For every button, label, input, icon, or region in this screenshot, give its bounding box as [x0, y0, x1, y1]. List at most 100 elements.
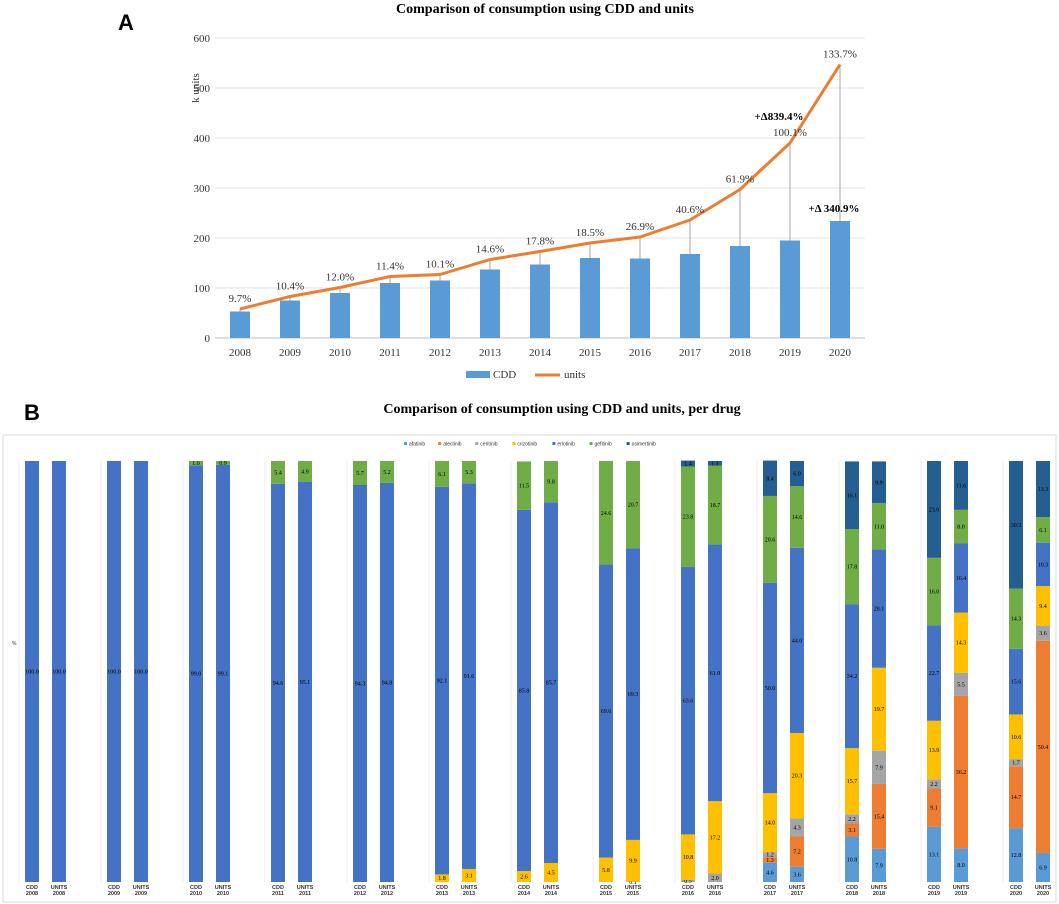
delta-label-2019: +Δ839.4% [755, 111, 804, 123]
chart-a-ylabel: k units [190, 73, 202, 103]
segment-value-label: 5.7 [356, 471, 364, 477]
segment-afatinib [845, 836, 859, 882]
segment-value-label: 14.6 [792, 515, 803, 521]
bar-type-label: UNITS [789, 885, 806, 891]
bar-type-label: UNITS [1035, 885, 1052, 891]
bar-year-label: 2012 [354, 891, 366, 897]
bar-year-label: 2019 [928, 891, 940, 897]
bar-year-label: 2010 [217, 891, 229, 897]
segment-afatinib [954, 848, 968, 882]
segment-ceritinib [763, 852, 777, 858]
segment-value-label: 11.5 [519, 484, 529, 490]
segment-value-label: 18.7 [710, 503, 721, 509]
segment-crizotinib [517, 871, 531, 882]
segment-ceritinib [681, 879, 695, 882]
segment-value-label: 5.5 [957, 682, 965, 688]
segment-value-label: 10.3 [1038, 562, 1049, 568]
segment-crizotinib [872, 667, 886, 751]
segment-osimertinib [763, 460, 777, 496]
segment-crizotinib [1036, 586, 1050, 626]
segment-ceritinib [1036, 625, 1050, 641]
percent-label: 12.0% [326, 272, 354, 284]
legend-label-cdd: CDD [493, 369, 516, 381]
segment-value-label: 30.3 [1011, 523, 1022, 529]
segment-gefitinib [544, 461, 558, 503]
cdd-bar [730, 246, 750, 338]
segment-value-label: 9.9 [875, 480, 883, 486]
segment-crizotinib [1009, 714, 1023, 760]
legend-swatch-crizotinib [512, 442, 516, 445]
segment-value-label: 6.9 [1039, 865, 1047, 871]
bar-type-label: UNITS [133, 885, 150, 891]
segment-value-label: 13.9 [929, 748, 940, 754]
x-tick-label: 2019 [779, 347, 802, 359]
segment-erlotinib [790, 547, 804, 733]
segment-value-label: 0.9 [219, 461, 227, 467]
segment-ceritinib [927, 779, 941, 789]
segment-value-label: 69.6 [601, 709, 612, 715]
bar-type-label: UNITS [871, 885, 888, 891]
segment-value-label: 1.4 [684, 462, 692, 468]
segment-ceritinib [872, 750, 886, 784]
segment-osimertinib [708, 461, 722, 466]
bar-year-label: 2014 [545, 891, 558, 897]
segment-value-label: 10.8 [683, 855, 694, 861]
bar-type-label: CDD [26, 885, 38, 891]
segment-value-label: 8.4 [766, 476, 774, 482]
y-tick-label: 500 [194, 83, 211, 95]
segment-erlotinib [681, 566, 695, 835]
segment-value-label: 1.3 [766, 858, 774, 864]
segment-value-label: 15.4 [874, 814, 885, 820]
segment-erlotinib [1036, 542, 1050, 587]
segment-osimertinib [681, 460, 695, 467]
bar-year-label: 2018 [846, 891, 858, 897]
bar-year-label: 2011 [299, 891, 311, 897]
bar-year-label: 2016 [682, 891, 694, 897]
segment-value-label: 50.0 [765, 686, 776, 692]
segment-value-label: 4.5 [547, 871, 555, 877]
segment-osimertinib [845, 461, 859, 530]
units-series-line [239, 63, 842, 311]
segment-alectinib [927, 788, 941, 827]
segment-value-label: 16.0 [929, 590, 940, 596]
segment-value-label: 3.1 [848, 828, 856, 834]
delta-label-2020: +Δ 340.9% [808, 203, 859, 215]
segment-value-label: 91.6 [464, 674, 475, 680]
bar-type-label: CDD [272, 885, 284, 891]
percent-label: 26.9% [626, 221, 654, 233]
segment-osimertinib [872, 461, 886, 504]
segment-value-label: 7.9 [875, 765, 883, 771]
cdd-bar [380, 283, 400, 338]
segment-value-label: 100.0 [25, 670, 39, 676]
legend-label-osimertinib: osimertinib [632, 442, 656, 448]
bar-type-label: CDD [600, 885, 612, 891]
cdd-bar [280, 300, 300, 338]
x-tick-label: 2012 [429, 347, 451, 359]
segment-value-label: 1.7 [1012, 761, 1020, 767]
cdd-bar [530, 264, 550, 338]
y-tick-label: 200 [194, 233, 211, 245]
chart-a-bars [230, 221, 850, 338]
bar-year-label: 2018 [873, 891, 885, 897]
segment-value-label: 23.0 [929, 507, 940, 513]
percent-label: 9.7% [229, 293, 252, 305]
segment-value-label: 14.7 [1011, 795, 1022, 801]
segment-value-label: 2.6 [520, 875, 528, 881]
chart-a-percent-labels: 9.7% 10.4% 12.0% 11.4% 10.1% 14.6% 17.8% 18.5% 2… [229, 49, 857, 306]
segment-ceritinib [1009, 759, 1023, 767]
segment-erlotinib [25, 461, 39, 882]
segment-value-label: 13.1 [929, 852, 940, 858]
x-tick-label: 2015 [579, 347, 602, 359]
segment-value-label: 9.9 [629, 859, 637, 865]
cdd-bar [630, 258, 650, 338]
segment-value-label: 100.0 [134, 670, 148, 676]
segment-erlotinib [298, 481, 312, 882]
segment-gefitinib [681, 466, 695, 567]
segment-erlotinib [134, 461, 148, 882]
segment-crizotinib [763, 793, 777, 853]
segment-alectinib [872, 783, 886, 849]
segment-erlotinib [462, 483, 476, 869]
segment-value-label: 94.6 [273, 681, 284, 687]
segment-erlotinib [189, 465, 203, 882]
segment-value-label: 7.2 [793, 850, 801, 856]
